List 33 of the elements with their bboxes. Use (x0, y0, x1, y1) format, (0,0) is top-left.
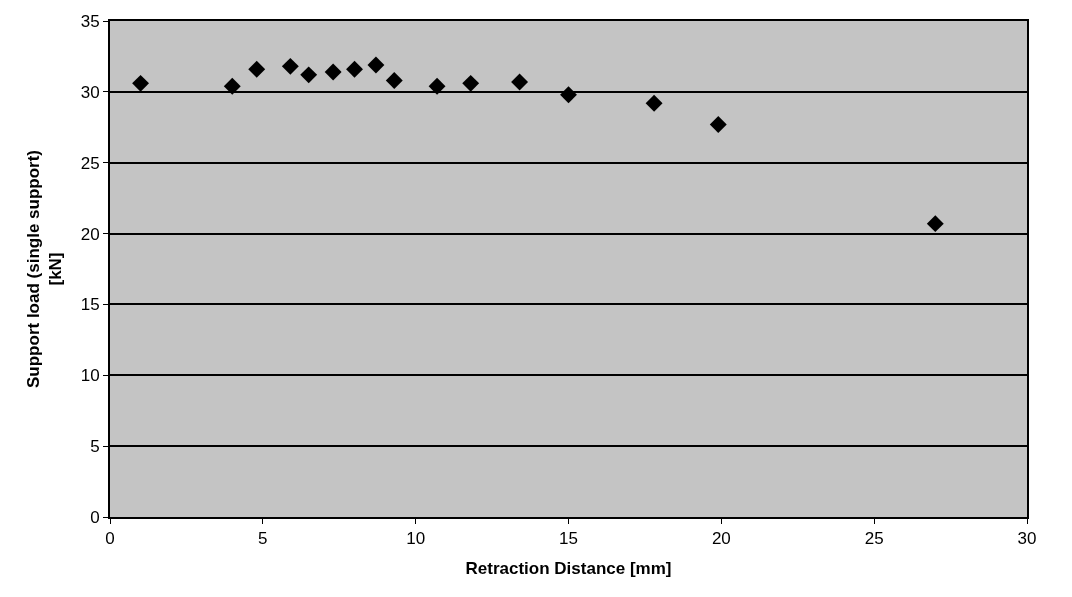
point (462, 74, 480, 92)
point (428, 77, 446, 95)
x-tick-label: 15 (559, 529, 578, 549)
point (926, 215, 944, 233)
point (324, 63, 342, 81)
point (248, 60, 266, 78)
point (560, 86, 577, 104)
x-tick-label: 0 (105, 529, 115, 549)
y-tick-label: 0 (90, 507, 100, 527)
point (223, 77, 241, 95)
y-tick-label: 10 (80, 366, 100, 386)
y-tick-label: 15 (80, 295, 100, 315)
x-tick-label: 30 (1017, 529, 1037, 549)
y-axis-title: Support load (single support) [kN] (23, 150, 65, 388)
y-tick-label: 5 (90, 437, 100, 457)
x-tick-label: 20 (711, 529, 731, 549)
y-tick-label: 35 (80, 11, 100, 31)
point (645, 94, 663, 112)
x-axis-title: Retraction Distance [mm] (465, 559, 672, 579)
x-tick-label: 10 (406, 529, 426, 549)
y-tick-label: 20 (80, 224, 100, 244)
point (300, 66, 318, 84)
x-tick-label: 25 (864, 529, 884, 549)
point (709, 116, 727, 133)
point (367, 56, 385, 74)
point (132, 74, 150, 92)
point (281, 57, 299, 75)
point (511, 73, 529, 91)
x-tick-label: 5 (258, 529, 268, 549)
y-tick-label: 30 (80, 82, 100, 102)
point (346, 60, 363, 78)
point (385, 72, 403, 89)
y-tick-label: 25 (80, 153, 100, 173)
